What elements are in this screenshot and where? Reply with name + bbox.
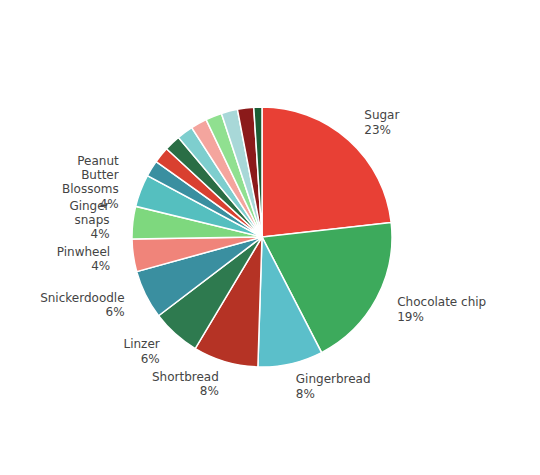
value-label: 19% — [397, 310, 424, 324]
label-line: Linzer — [123, 337, 159, 351]
slice-label: Linzer6% — [123, 337, 159, 365]
pie-slice — [254, 107, 262, 237]
value-label: 23% — [364, 123, 391, 137]
slice-label: Shortbread8% — [152, 370, 219, 398]
value-label: 6% — [141, 352, 160, 366]
chart: Sugar23%Chocolate chip19%Gingerbread8%Sh… — [0, 0, 540, 475]
label-line: Snickerdoodle — [40, 291, 124, 305]
category-label: PeanutButterBlossoms — [62, 154, 119, 197]
slice-label: PeanutButterBlossoms4% — [62, 154, 119, 211]
slice-label: Pinwheel4% — [57, 245, 110, 273]
label-line: Shortbread — [152, 370, 219, 384]
slice-label: Gingerbread8% — [296, 372, 371, 400]
label-line: Pinwheel — [57, 245, 110, 259]
pie — [132, 107, 392, 367]
value-label: 8% — [296, 387, 315, 401]
value-label: 4% — [100, 197, 119, 211]
category-label: Pinwheel — [57, 245, 110, 259]
category-label: Linzer — [123, 337, 159, 351]
category-label: Snickerdoodle — [40, 291, 124, 305]
value-label: 4% — [90, 227, 109, 241]
label-line: Gingerbread — [296, 372, 371, 386]
slice-label: Chocolate chip19% — [397, 295, 486, 323]
label-line: Peanut — [77, 154, 119, 168]
category-label: Gingerbread — [296, 372, 371, 386]
slice-label: Sugar23% — [364, 108, 399, 136]
label-line: Blossoms — [62, 182, 119, 196]
label-line: Butter — [81, 168, 119, 182]
value-label: 6% — [106, 305, 125, 319]
slice-label: Snickerdoodle6% — [40, 291, 124, 319]
pie-slice — [262, 107, 391, 237]
pie-slice — [237, 107, 262, 237]
category-label: Shortbread — [152, 370, 219, 384]
pie-slice — [258, 237, 322, 367]
label-line: Chocolate chip — [397, 295, 486, 309]
label-line: Sugar — [364, 108, 399, 122]
label-line: snaps — [74, 213, 109, 227]
category-label: Sugar — [364, 108, 399, 122]
value-label: 4% — [91, 259, 110, 273]
value-label: 8% — [200, 384, 219, 398]
category-label: Chocolate chip — [397, 295, 486, 309]
pie-slice — [132, 237, 262, 272]
labels: Sugar23%Chocolate chip19%Gingerbread8%Sh… — [40, 108, 486, 400]
